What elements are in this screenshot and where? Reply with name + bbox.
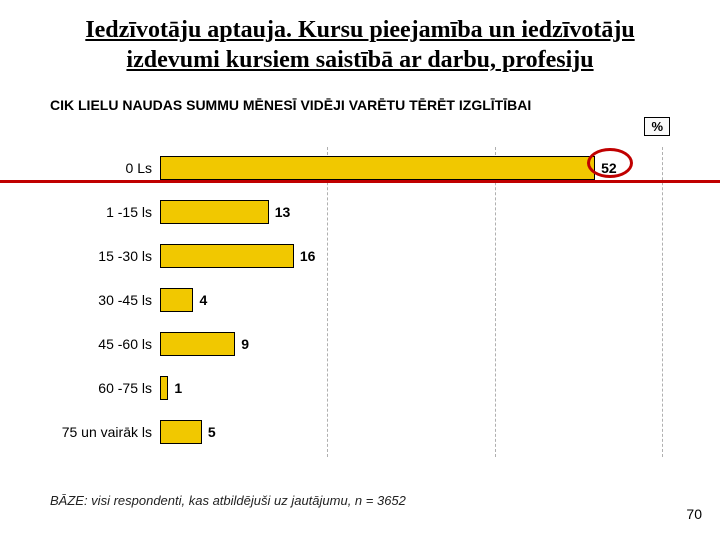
chart-footnote: BĀZE: visi respondenti, kas atbildējuši … (50, 493, 406, 508)
bar-track: 52 (160, 156, 670, 180)
bar-row: 60 -75 ls 1 (50, 371, 670, 405)
page-number: 70 (686, 506, 702, 522)
bar-track: 5 (160, 420, 670, 444)
bar-row: 30 -45 ls 4 (50, 283, 670, 317)
chart-title: CIK LIELU NAUDAS SUMMU MĒNESĪ VIDĒJI VAR… (50, 93, 670, 119)
category-label: 60 -75 ls (50, 380, 160, 396)
bar-value: 13 (269, 200, 291, 224)
category-label: 1 -15 ls (50, 204, 160, 220)
bar-row: 75 un vairāk ls 5 (50, 415, 670, 449)
chart-container: CIK LIELU NAUDAS SUMMU MĒNESĪ VIDĒJI VAR… (50, 93, 670, 465)
bar-row: 45 -60 ls 9 (50, 327, 670, 361)
bar (160, 376, 168, 400)
chart-plot: 0 Ls 52 1 -15 ls 13 15 -30 ls 16 30 -45 ls 4 45 … (50, 147, 670, 465)
bar (160, 244, 294, 268)
bar (160, 288, 193, 312)
bar-value: 16 (294, 244, 316, 268)
category-label: 75 un vairāk ls (50, 424, 160, 440)
slide-title: Iedzīvotāju aptauja. Kursu pieejamība un… (0, 0, 720, 83)
category-label: 45 -60 ls (50, 336, 160, 352)
bar-value: 52 (595, 156, 617, 180)
bar (160, 156, 595, 180)
bar-row: 15 -30 ls 16 (50, 239, 670, 273)
category-label: 15 -30 ls (50, 248, 160, 264)
bar (160, 332, 235, 356)
bar-value: 4 (193, 288, 207, 312)
bar (160, 420, 202, 444)
bar-value: 1 (168, 376, 182, 400)
bar-value: 9 (235, 332, 249, 356)
category-label: 0 Ls (50, 160, 160, 176)
bar-track: 1 (160, 376, 670, 400)
percent-badge: % (644, 117, 670, 136)
category-label: 30 -45 ls (50, 292, 160, 308)
bar-value: 5 (202, 420, 216, 444)
bar-track: 9 (160, 332, 670, 356)
bar-row: 1 -15 ls 13 (50, 195, 670, 229)
bar (160, 200, 269, 224)
bar-track: 4 (160, 288, 670, 312)
highlight-line (0, 180, 720, 183)
bar-track: 13 (160, 200, 670, 224)
bar-track: 16 (160, 244, 670, 268)
